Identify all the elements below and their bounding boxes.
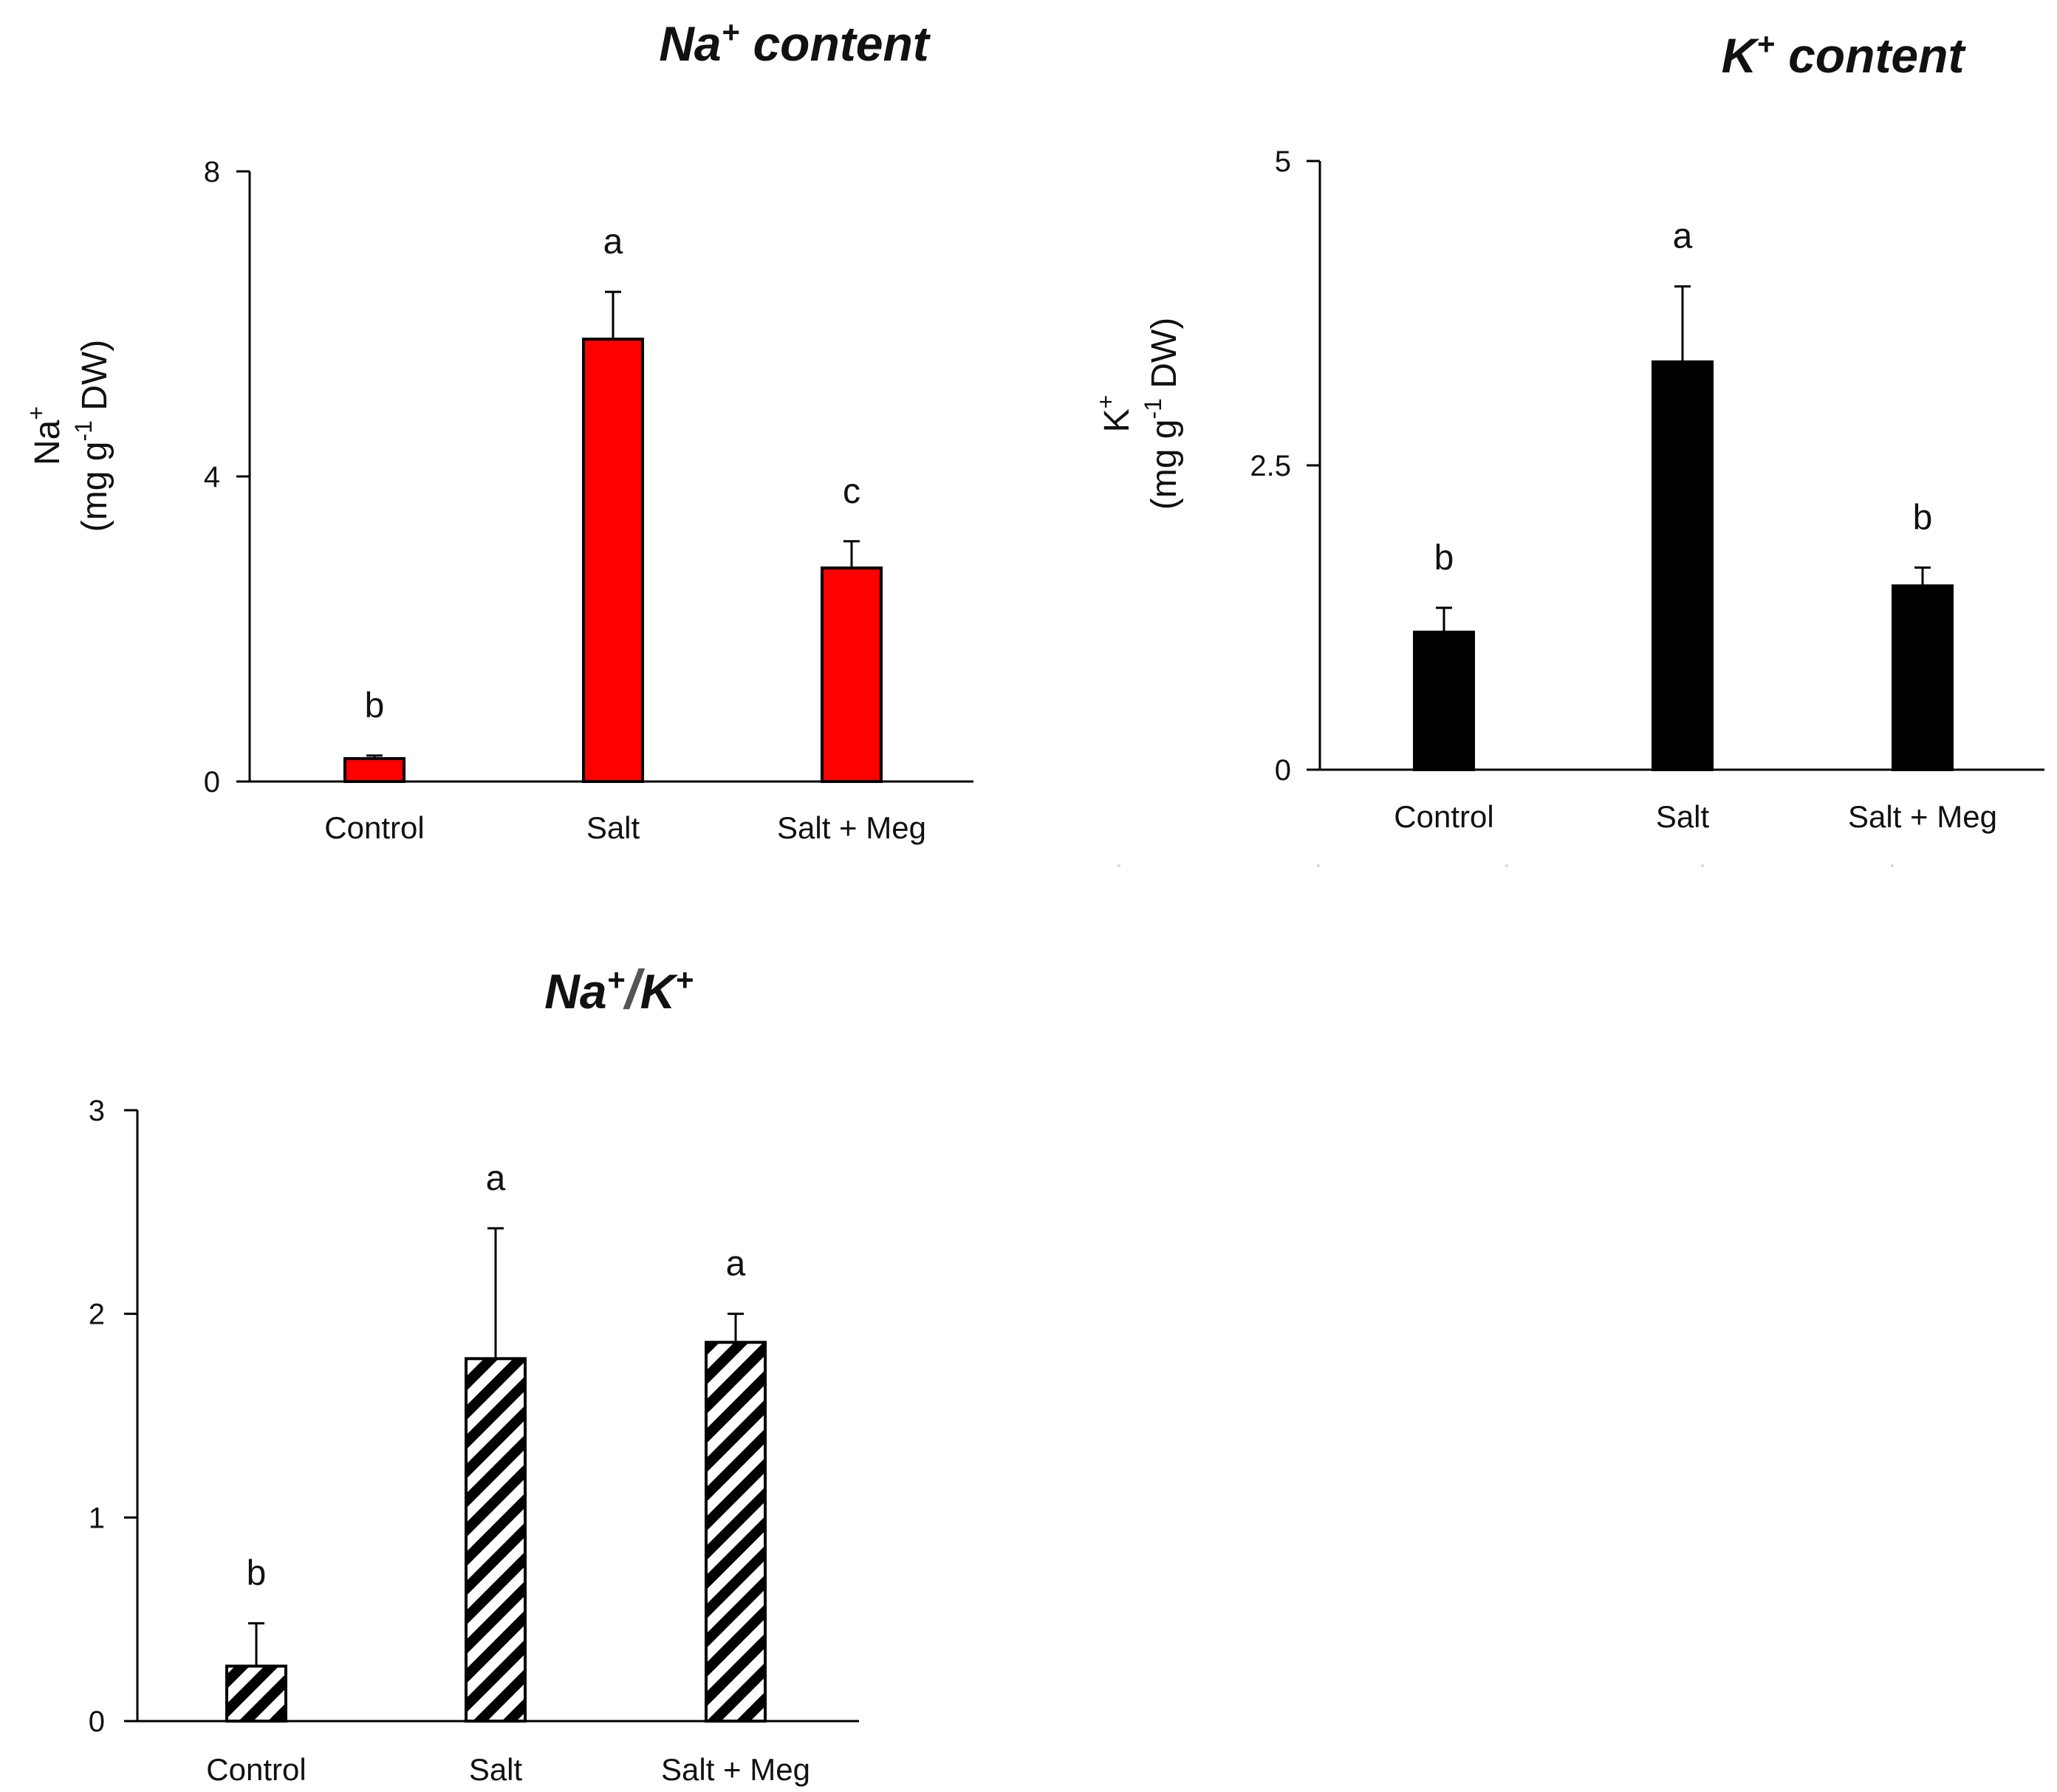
k-category-label-1: Salt <box>1656 799 1710 834</box>
na-content-chart: 0 4 8 b Control a Salt c Salt + Meg <box>204 156 973 845</box>
ratio-y-tick-label: 3 <box>89 1095 105 1127</box>
svg-text:(mg g-1 DW): (mg g-1 DW) <box>70 340 114 532</box>
k-category-label-2: Salt + Meg <box>1848 799 1997 834</box>
k-bar-2 <box>1892 584 1954 771</box>
k-content-chart: 0 2.5 5 b Control a Salt b Salt + Meg <box>1250 146 2044 834</box>
na-significance-letter-2: c <box>843 472 860 511</box>
ratio-y-tick-label: 0 <box>89 1706 105 1738</box>
na-category-label-1: Salt <box>586 810 640 845</box>
k-significance-letter-2: b <box>1913 498 1933 537</box>
ratio-category-label-0: Control <box>206 1752 306 1787</box>
k-y-tick-label: 2.5 <box>1250 450 1291 482</box>
na-bar-2 <box>821 566 883 784</box>
ratio-significance-letter-0: b <box>247 1554 267 1593</box>
k-y-tick-label: 0 <box>1275 754 1291 787</box>
na-y-tick-label: 8 <box>204 156 220 188</box>
na-y-tick-label: 0 <box>204 766 220 798</box>
na-significance-letter-0: b <box>365 686 385 725</box>
k-bar-1 <box>1652 360 1714 772</box>
ratio-y-tick-label: 2 <box>89 1299 105 1331</box>
k-y-tick-label: 5 <box>1275 146 1291 178</box>
na-panel-title: Na+ content <box>659 15 931 71</box>
k-significance-letter-0: b <box>1434 538 1454 578</box>
k-bar-0 <box>1413 630 1475 771</box>
svg-text:Na+: Na+ <box>23 406 67 465</box>
k-panel-title: K+ content <box>1722 27 1967 83</box>
na-category-label-0: Control <box>324 810 424 845</box>
na-category-label-2: Salt + Meg <box>777 810 926 845</box>
ratio-y-tick-label: 1 <box>89 1502 105 1534</box>
ratio-bar-1 <box>465 1357 527 1723</box>
ratio-significance-letter-2: a <box>726 1245 746 1284</box>
k-panel-faint-marks <box>1118 864 1894 867</box>
svg-text:K+: K+ <box>1092 395 1137 433</box>
na-significance-letter-1: a <box>603 222 623 261</box>
k-category-label-0: Control <box>1394 799 1493 834</box>
na-bar-1 <box>582 338 644 783</box>
k-significance-letter-1: a <box>1673 217 1693 256</box>
na-k-ratio-chart: 0 1 2 3 b Control a Salt a Salt + Meg <box>89 1095 859 1787</box>
ratio-significance-letter-1: a <box>486 1159 506 1198</box>
ratio-panel-title: Na+/K+ <box>544 959 694 1020</box>
ratio-bar-0 <box>225 1664 287 1723</box>
ratio-category-label-1: Salt <box>469 1752 523 1787</box>
na-y-axis-label: Na+ (mg g-1 DW) <box>23 340 114 532</box>
svg-text:(mg g-1 DW): (mg g-1 DW) <box>1140 318 1184 510</box>
k-y-axis-label: K+ (mg g-1 DW) <box>1092 318 1184 510</box>
ratio-bar-2 <box>705 1341 767 1723</box>
na-bar-0 <box>343 757 405 784</box>
na-y-tick-label: 4 <box>204 461 220 493</box>
ratio-category-label-2: Salt + Meg <box>661 1752 810 1787</box>
